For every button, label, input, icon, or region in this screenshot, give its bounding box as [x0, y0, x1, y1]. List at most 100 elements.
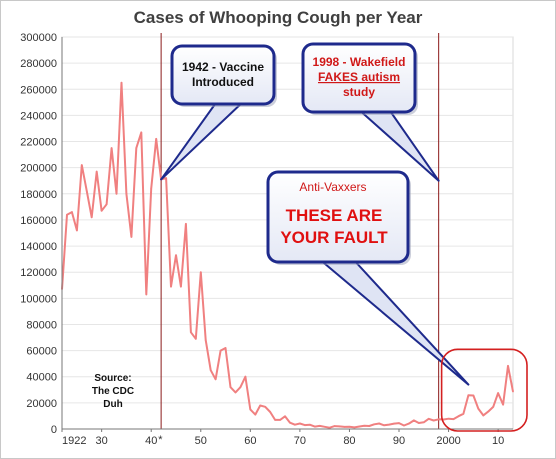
y-tick-label: 140000: [20, 241, 57, 253]
data-point: [185, 223, 187, 225]
data-point: [403, 424, 405, 427]
data-point: [343, 426, 346, 428]
wakefield-callout-box: [301, 42, 417, 114]
y-tick-label: 220000: [20, 137, 57, 149]
data-point: [105, 203, 108, 206]
data-point: [467, 394, 470, 397]
vaccine-callout-text: 1942 - Vaccine: [182, 60, 264, 74]
data-point: [323, 426, 326, 428]
data-point: [418, 422, 420, 424]
data-point: [432, 419, 435, 422]
y-tick-label: 180000: [20, 189, 57, 201]
data-point: [502, 403, 504, 406]
x-tick-label: 70: [294, 435, 306, 447]
data-point: [388, 423, 390, 426]
data-point: [214, 378, 217, 381]
data-point: [512, 390, 514, 393]
data-point: [229, 386, 232, 389]
data-point: [408, 422, 410, 425]
data-point: [110, 147, 113, 149]
data-point: [333, 425, 336, 427]
data-point: [95, 170, 98, 173]
x-tick-label: 10: [492, 435, 504, 447]
data-point: [234, 391, 237, 394]
y-tick-label: 160000: [20, 215, 57, 227]
x-tick-label: 80: [343, 435, 355, 447]
source-note: The CDC: [92, 386, 134, 397]
x-tick-asterisk: *: [158, 434, 163, 446]
data-point: [264, 406, 267, 408]
vaccine-callout-box: [170, 44, 276, 106]
axes: 0 20000 40000 60000 80000 100000 120000 140000 1…: [20, 32, 513, 447]
data-point: [462, 413, 465, 415]
data-point: [200, 271, 202, 274]
series-line: [61, 81, 514, 429]
x-tick-label: 2000: [436, 435, 460, 447]
antivax-callout-text: YOUR FAULT: [280, 228, 388, 247]
series-group: [61, 81, 514, 429]
data-point: [452, 418, 455, 420]
data-point: [180, 285, 182, 288]
x-tick-label: 60: [244, 435, 256, 447]
data-point: [353, 426, 356, 429]
data-point: [309, 423, 311, 426]
data-point: [442, 418, 445, 421]
data-point: [249, 408, 252, 411]
data-point: [427, 418, 430, 420]
data-point: [86, 190, 88, 192]
data-point: [209, 369, 212, 372]
antivax-callout-box: [266, 170, 410, 264]
data-point: [314, 425, 316, 428]
data-point: [487, 410, 490, 413]
y-tick-label: 200000: [20, 163, 57, 175]
data-point: [195, 338, 197, 340]
data-point: [100, 210, 103, 212]
vaccine-callout-text: Introduced: [192, 75, 254, 89]
data-point: [71, 211, 73, 213]
data-point: [413, 419, 415, 422]
wakefield-callout-text: study: [343, 85, 375, 99]
data-point: [239, 386, 242, 389]
data-point: [145, 293, 148, 296]
data-point: [328, 426, 331, 429]
data-point: [284, 415, 286, 418]
y-tick-label: 300000: [20, 32, 57, 44]
x-tick-label: 1922: [62, 435, 86, 447]
data-point: [125, 193, 128, 195]
data-point: [155, 138, 157, 140]
y-tick-label: 40000: [26, 372, 57, 384]
x-tick-label: 30: [96, 435, 108, 447]
data-point: [383, 424, 385, 427]
y-tick-label: 0: [51, 424, 57, 436]
data-point: [497, 392, 499, 394]
data-point: [472, 394, 475, 397]
data-point: [482, 414, 485, 417]
y-tick-label: 60000: [26, 346, 57, 358]
data-point: [165, 177, 167, 179]
y-tick-label: 240000: [20, 110, 57, 122]
wakefield-callout-text: FAKES autism: [318, 70, 400, 84]
data-point: [398, 422, 400, 424]
data-point: [244, 375, 247, 378]
y-tick-label: 280000: [20, 58, 57, 70]
data-point: [90, 216, 93, 219]
data-point: [115, 193, 118, 195]
data-point: [507, 365, 509, 367]
data-point: [130, 236, 133, 238]
data-point: [294, 423, 296, 426]
x-tick-label: 90: [393, 435, 405, 447]
antivax-callout: Anti-Vaxxers THESE ARE YOUR FAULT: [266, 170, 470, 386]
data-point: [447, 417, 450, 420]
data-point: [304, 424, 306, 426]
data-point: [259, 404, 262, 407]
source-note: Duh: [103, 399, 122, 410]
data-point: [170, 285, 172, 288]
data-point: [224, 347, 227, 349]
data-point: [66, 213, 68, 216]
data-point: [175, 254, 177, 256]
data-point: [373, 423, 376, 426]
data-point: [140, 131, 143, 134]
